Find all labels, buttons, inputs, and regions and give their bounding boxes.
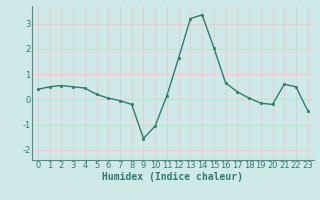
X-axis label: Humidex (Indice chaleur): Humidex (Indice chaleur) xyxy=(102,172,243,182)
